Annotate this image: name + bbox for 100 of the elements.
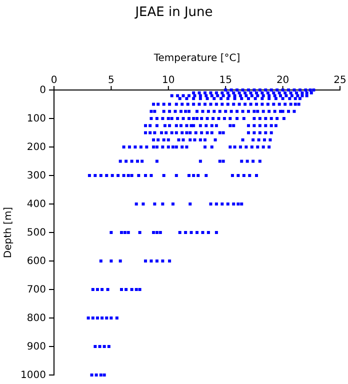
point <box>128 146 132 148</box>
point <box>281 97 284 100</box>
point <box>252 124 256 128</box>
point <box>278 102 281 106</box>
point <box>246 160 249 163</box>
point <box>138 288 142 291</box>
point <box>272 102 276 106</box>
point <box>168 260 172 262</box>
point <box>264 124 268 128</box>
point <box>118 160 122 163</box>
point <box>171 146 174 148</box>
point <box>115 316 118 320</box>
point <box>116 174 120 177</box>
point <box>144 174 148 177</box>
point <box>168 110 172 113</box>
y-tick-label: 400 <box>26 199 46 210</box>
point <box>136 160 140 163</box>
point <box>162 110 166 113</box>
point <box>153 202 156 206</box>
point <box>126 174 130 177</box>
point <box>155 160 158 163</box>
point <box>90 374 94 376</box>
point <box>144 124 148 128</box>
point <box>270 124 273 128</box>
point <box>204 94 208 98</box>
point <box>134 146 137 148</box>
point <box>226 202 230 206</box>
y-tick-label: 900 <box>26 342 46 353</box>
point <box>272 91 276 94</box>
point <box>274 124 278 128</box>
point <box>163 124 166 128</box>
point <box>236 117 239 120</box>
point <box>120 231 123 234</box>
point <box>228 146 232 148</box>
point <box>210 146 214 148</box>
point <box>222 117 226 120</box>
point <box>110 174 114 177</box>
point <box>192 97 196 100</box>
point <box>240 202 244 206</box>
point <box>184 110 188 113</box>
point <box>124 288 128 291</box>
point <box>180 102 184 106</box>
point <box>304 88 308 92</box>
point <box>204 138 207 142</box>
point <box>145 146 148 148</box>
x-tick-label: 10 <box>162 75 175 86</box>
point <box>91 316 94 320</box>
point <box>156 102 160 106</box>
point <box>246 88 250 92</box>
point <box>224 88 228 92</box>
point <box>220 202 224 206</box>
y-tick-label: 600 <box>26 256 46 268</box>
point <box>258 131 262 134</box>
point <box>248 174 252 177</box>
point <box>152 146 156 148</box>
x-tick-label: 5 <box>108 75 114 86</box>
point <box>196 174 200 177</box>
point <box>148 131 152 134</box>
point <box>120 288 123 291</box>
point <box>297 102 300 106</box>
point <box>218 160 222 163</box>
point <box>193 138 196 142</box>
point <box>180 131 184 134</box>
point <box>142 202 145 206</box>
point <box>178 97 182 100</box>
point <box>180 146 184 148</box>
point <box>220 91 224 94</box>
point <box>218 110 222 113</box>
point <box>192 124 196 128</box>
point <box>206 97 209 100</box>
point <box>161 117 164 120</box>
point <box>174 174 178 177</box>
point <box>209 102 212 106</box>
point <box>289 102 292 106</box>
point <box>110 316 113 320</box>
point <box>256 146 260 148</box>
point <box>204 102 207 106</box>
y-tick-label: 700 <box>26 284 46 296</box>
point <box>102 374 106 376</box>
point <box>266 102 270 106</box>
point <box>105 174 108 177</box>
point <box>279 94 282 98</box>
point <box>155 146 158 148</box>
point <box>254 102 258 106</box>
point <box>238 102 241 106</box>
point <box>198 94 202 98</box>
point <box>222 131 225 134</box>
point <box>155 124 158 128</box>
point <box>88 174 91 177</box>
point <box>100 316 104 320</box>
point <box>122 174 126 177</box>
y-tick-label: 200 <box>26 142 46 154</box>
y-axis-title: Depth [m] <box>3 206 14 258</box>
point <box>310 91 313 94</box>
point <box>233 97 236 100</box>
point <box>241 138 244 142</box>
point <box>258 117 262 120</box>
point <box>312 88 316 92</box>
point <box>155 231 158 234</box>
point <box>254 97 257 100</box>
